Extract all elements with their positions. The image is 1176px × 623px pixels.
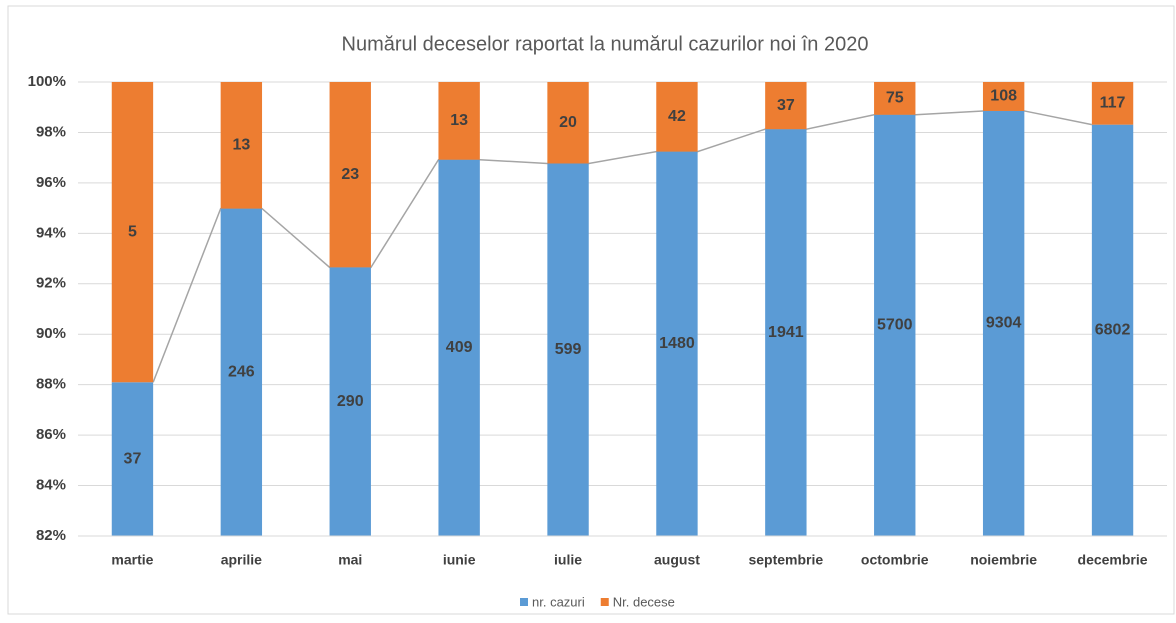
legend-label: Nr. decese: [613, 594, 675, 609]
y-tick-label: 96%: [36, 174, 66, 191]
bar-segment: [111, 82, 154, 383]
y-tick-label: 82%: [36, 527, 66, 544]
y-tick-label: 88%: [36, 376, 66, 393]
data-label: 409: [446, 339, 473, 356]
x-tick-label: noiembrie: [970, 552, 1037, 568]
data-label: 108: [990, 88, 1017, 105]
data-label: 9304: [986, 315, 1022, 332]
bar-segment: [656, 151, 698, 537]
x-tick-label: iulie: [554, 552, 582, 568]
y-tick-label: 90%: [36, 325, 66, 342]
x-tick-label: august: [654, 552, 700, 568]
data-label: 37: [777, 97, 795, 114]
chart-title: Numărul deceselor raportat la numărul ca…: [342, 33, 869, 55]
bar-segment: [438, 82, 480, 160]
y-tick-label: 98%: [36, 123, 66, 140]
legend-swatch: [600, 598, 609, 606]
data-label: 246: [228, 364, 255, 381]
y-tick-label: 92%: [36, 275, 66, 292]
chart-frame: [7, 5, 1175, 615]
data-label: 37: [124, 450, 142, 467]
bar-segment: [111, 382, 154, 536]
data-label: 5700: [877, 317, 913, 334]
data-label: 117: [1100, 95, 1126, 112]
bar-segment: [874, 82, 916, 115]
x-tick-label: mai: [338, 552, 362, 568]
x-tick-label: martie: [111, 552, 153, 568]
data-label: 75: [886, 90, 904, 107]
data-label: 290: [337, 393, 364, 410]
data-label: 5: [128, 223, 137, 240]
bar-segment: [765, 129, 807, 536]
legend-swatch: [520, 598, 528, 606]
x-tick-label: iunie: [443, 552, 476, 568]
x-tick-label: aprilie: [221, 552, 262, 568]
bar-segment: [765, 82, 807, 130]
x-tick-label: septembrie: [748, 552, 823, 568]
bar-segment: [982, 82, 1025, 111]
data-label: 23: [341, 166, 359, 183]
data-label: 6802: [1095, 322, 1131, 339]
data-label: 1480: [659, 335, 695, 352]
y-tick-label: 94%: [36, 224, 66, 241]
y-tick-label: 84%: [36, 477, 66, 494]
bar-segment: [547, 163, 589, 536]
series-line: [152, 110, 1093, 383]
bar-segment: [547, 82, 589, 164]
y-tick-label: 100%: [28, 73, 66, 90]
x-tick-label: octombrie: [861, 552, 929, 568]
data-label: 599: [555, 341, 582, 358]
data-label: 13: [450, 112, 468, 129]
bar-segment: [874, 114, 916, 536]
legend-label: nr. cazuri: [532, 594, 585, 609]
data-label: 13: [232, 137, 250, 154]
bar-segment: [1091, 82, 1134, 125]
bar-segment: [220, 208, 263, 536]
data-label: 42: [668, 108, 686, 125]
data-label: 1941: [768, 324, 804, 341]
y-tick-label: 86%: [36, 426, 66, 443]
bar-segment: [329, 267, 371, 536]
x-tick-label: decembrie: [1078, 552, 1148, 568]
bar-segment: [1091, 124, 1134, 537]
bar-segment: [329, 82, 371, 268]
bar-segment: [438, 159, 480, 536]
bar-segment: [220, 82, 263, 209]
bar-segment: [982, 110, 1025, 537]
data-label: 20: [559, 114, 577, 131]
bar-segment: [656, 82, 698, 152]
